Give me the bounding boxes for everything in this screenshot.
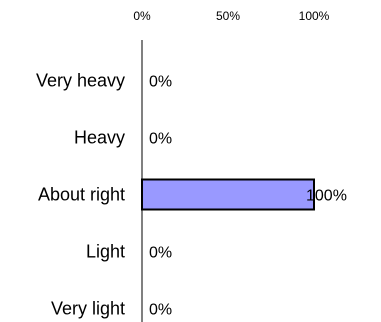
x-tick-labels: 0% 50% 100%: [133, 9, 329, 23]
value-labels: 0% 0% 100% 0% 0%: [149, 74, 347, 319]
category-label: Very heavy: [36, 71, 125, 91]
x-tick-label: 0%: [133, 9, 151, 23]
bars: [141, 178, 315, 211]
value-label: 0%: [149, 302, 172, 319]
value-label: 0%: [149, 245, 172, 262]
x-tick-label: 100%: [299, 9, 330, 23]
bar: [141, 178, 315, 211]
category-label: About right: [38, 185, 125, 205]
value-label: 0%: [149, 131, 172, 148]
category-labels: Very heavy Heavy About right Light Very ligh…: [36, 71, 125, 319]
value-label: 0%: [149, 74, 172, 91]
category-label: Light: [86, 242, 125, 262]
category-label: Very light: [51, 299, 125, 319]
category-label: Heavy: [74, 128, 125, 148]
x-tick-label: 50%: [216, 9, 240, 23]
value-label: 100%: [306, 188, 347, 205]
